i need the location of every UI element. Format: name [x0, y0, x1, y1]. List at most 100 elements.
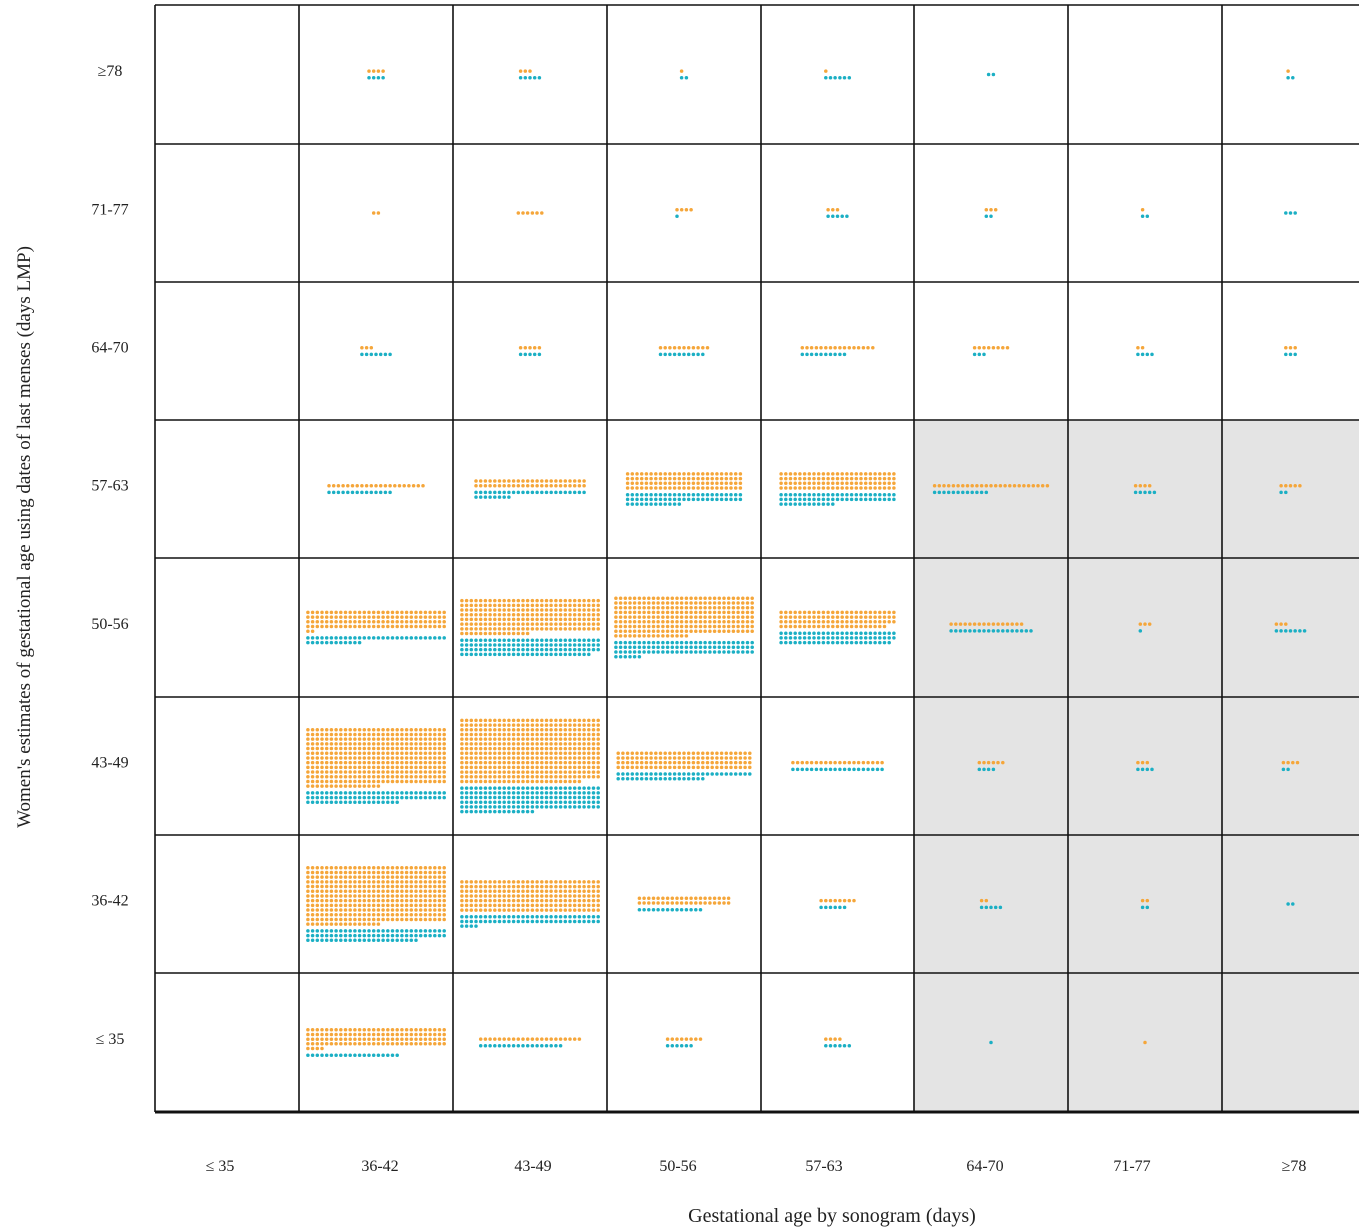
orange-dot — [511, 1037, 516, 1041]
orange-dot — [854, 481, 859, 486]
orange-dot — [738, 760, 743, 765]
orange-dot — [409, 610, 414, 615]
teal-dot — [679, 640, 684, 645]
teal-dot — [563, 490, 568, 495]
teal-dot — [736, 645, 740, 650]
orange-dot — [474, 751, 478, 756]
orange-dot — [433, 889, 437, 894]
orange-dot — [493, 479, 497, 483]
orange-dot — [502, 889, 506, 894]
orange-dot — [376, 770, 381, 774]
orange-dot — [731, 629, 736, 633]
teal-dot — [647, 907, 651, 912]
orange-dot — [826, 610, 830, 615]
orange-dot — [516, 880, 521, 884]
orange-dot — [324, 1028, 329, 1032]
orange-dot — [390, 898, 395, 903]
orange-dot — [502, 765, 506, 770]
orange-dot — [357, 875, 362, 879]
teal-dot — [802, 636, 807, 640]
orange-dot — [516, 779, 521, 784]
orange-dot — [478, 1037, 483, 1041]
teal-dot — [793, 640, 797, 645]
orange-dot — [428, 894, 432, 898]
orange-dot — [587, 603, 591, 608]
orange-dot — [362, 779, 367, 784]
orange-dot — [635, 760, 639, 765]
orange-dot — [965, 483, 970, 488]
orange-dot — [464, 889, 469, 894]
orange-dot — [530, 613, 535, 617]
orange-dot — [572, 1037, 577, 1041]
teal-dot — [677, 492, 682, 497]
teal-dot — [882, 492, 887, 497]
orange-dot — [362, 913, 367, 917]
orange-dot — [507, 751, 511, 756]
orange-dot — [418, 875, 423, 879]
orange-dot — [878, 620, 882, 624]
orange-dot — [708, 601, 712, 605]
orange-dot — [390, 760, 395, 765]
orange-dot — [493, 622, 497, 626]
orange-dot — [474, 746, 478, 751]
orange-dot — [343, 779, 348, 784]
orange-dot — [540, 211, 544, 215]
orange-dot — [329, 615, 334, 619]
orange-dot — [684, 207, 689, 212]
orange-dot — [353, 770, 357, 774]
orange-dot — [784, 481, 788, 486]
orange-dot — [635, 486, 639, 490]
orange-dot — [343, 737, 348, 741]
orange-dot — [800, 760, 805, 765]
orange-dot — [433, 770, 437, 774]
teal-dot — [488, 647, 492, 652]
orange-dot — [558, 779, 563, 784]
orange-dot — [698, 596, 703, 601]
teal-dot — [577, 786, 582, 790]
orange-dot — [343, 770, 348, 774]
orange-dot — [677, 345, 682, 350]
orange-dot — [582, 608, 586, 612]
orange-dot — [367, 894, 371, 898]
orange-dot — [788, 610, 793, 615]
teal-dot — [502, 809, 506, 814]
orange-dot — [563, 622, 568, 626]
teal-dot — [710, 492, 714, 497]
orange-dot — [442, 737, 446, 741]
orange-dot — [819, 760, 823, 765]
orange-dot — [544, 889, 549, 894]
orange-dot — [1010, 622, 1014, 626]
orange-dot — [686, 476, 691, 481]
orange-dot — [497, 483, 502, 488]
teal-dot — [493, 638, 497, 643]
teal-dot — [582, 647, 586, 652]
teal-dot — [965, 490, 970, 495]
teal-dot — [642, 645, 646, 650]
teal-dot — [400, 795, 404, 800]
teal-dot — [357, 938, 362, 943]
teal-dot — [961, 490, 965, 495]
orange-dot — [511, 880, 516, 884]
orange-dot — [563, 779, 568, 784]
teal-dot — [376, 1053, 381, 1058]
orange-dot — [733, 472, 738, 476]
teal-dot — [339, 933, 343, 938]
orange-dot — [460, 756, 464, 760]
orange-dot — [572, 627, 577, 631]
orange-dot — [388, 483, 392, 488]
teal-dot — [784, 631, 788, 635]
orange-dot — [502, 898, 506, 903]
orange-dot — [320, 1037, 324, 1041]
orange-dot — [334, 770, 338, 774]
orange-dot — [428, 770, 432, 774]
orange-dot — [502, 894, 506, 898]
orange-dot — [679, 207, 684, 212]
teal-dot — [698, 650, 703, 654]
orange-dot — [705, 756, 710, 760]
teal-dot — [324, 800, 329, 805]
teal-dot — [409, 791, 414, 795]
teal-dot — [710, 772, 714, 776]
teal-dot — [493, 915, 497, 919]
orange-dot — [488, 751, 492, 756]
teal-dot — [963, 629, 967, 633]
